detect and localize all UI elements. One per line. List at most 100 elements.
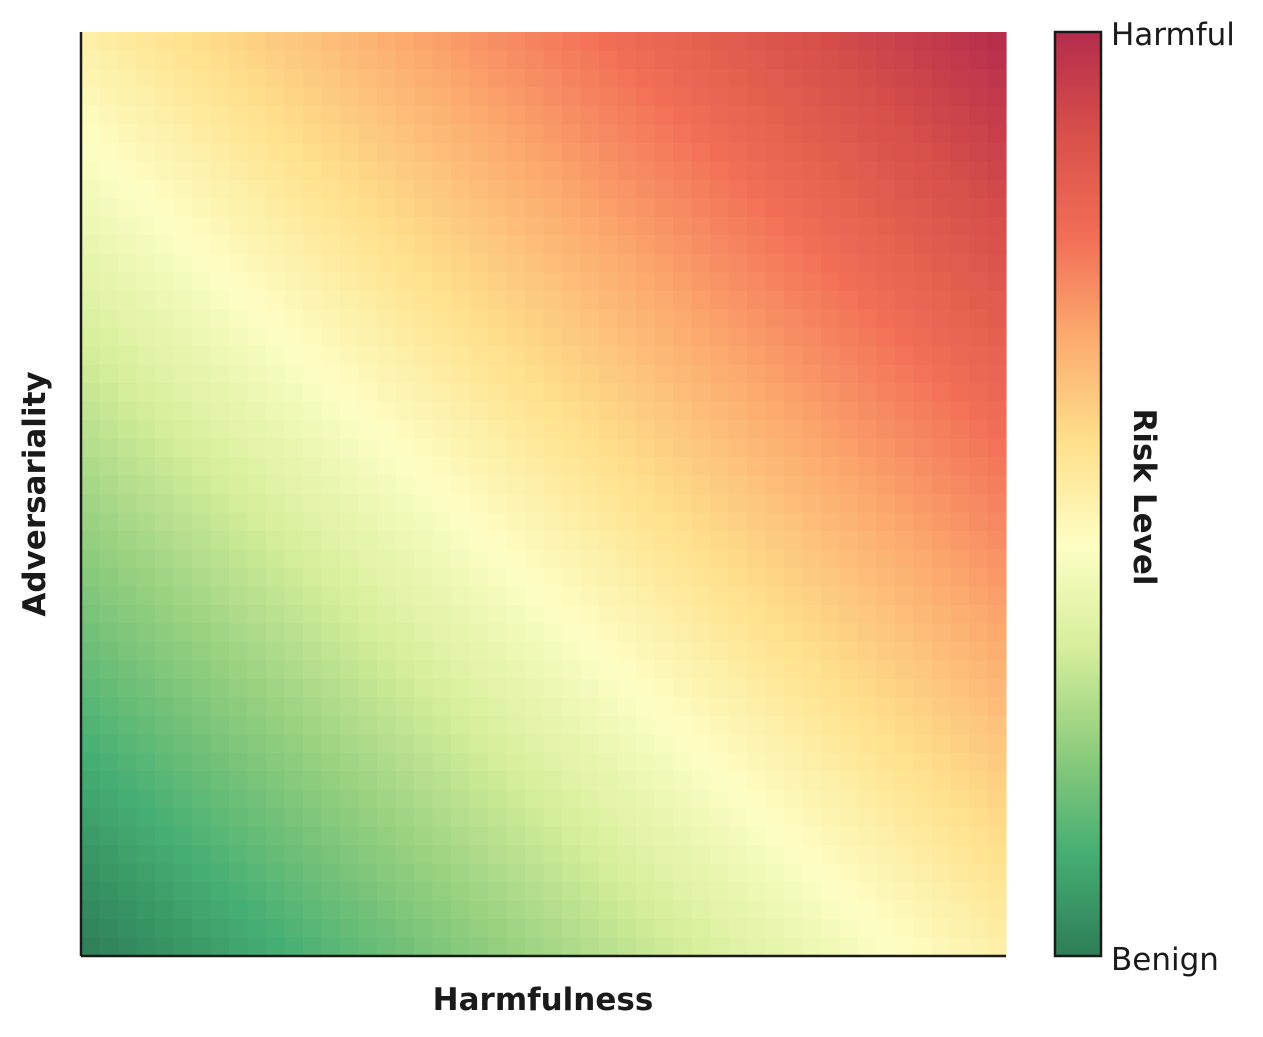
heatmap-cell <box>802 937 822 957</box>
heatmap-cell <box>81 68 101 89</box>
heatmap-cell <box>784 327 804 347</box>
heatmap-cell <box>192 179 212 199</box>
heatmap-cell <box>673 567 693 587</box>
heatmap-cell <box>710 530 730 551</box>
heatmap-cell <box>543 346 563 366</box>
heatmap-cell <box>710 253 730 273</box>
heatmap-cell <box>284 142 304 162</box>
heatmap-cell <box>395 364 415 384</box>
heatmap-cell <box>377 919 397 939</box>
heatmap-cell <box>784 715 804 735</box>
heatmap-cell <box>229 457 249 477</box>
heatmap-cell <box>432 604 452 624</box>
heatmap-cell <box>469 919 489 939</box>
heatmap-cell <box>488 752 508 772</box>
heatmap-cell <box>876 697 896 717</box>
heatmap-cell <box>895 808 915 828</box>
heatmap-cell <box>136 826 156 846</box>
heatmap-cell <box>562 253 582 273</box>
heatmap-cell <box>636 512 656 532</box>
heatmap-cell <box>636 734 656 754</box>
heatmap-cell <box>636 494 656 514</box>
heatmap-cell <box>543 290 563 310</box>
heatmap-cell <box>210 900 230 920</box>
heatmap-cell <box>136 623 156 643</box>
heatmap-cell <box>543 50 563 70</box>
heatmap-cell <box>932 179 952 199</box>
heatmap-cell <box>691 900 711 920</box>
heatmap-cell <box>525 567 545 587</box>
heatmap-cell <box>839 68 859 89</box>
heatmap-cell <box>414 660 434 680</box>
heatmap-cell <box>691 660 711 680</box>
heatmap-cell <box>229 771 249 791</box>
heatmap-cell <box>950 179 970 199</box>
heatmap-cell <box>506 32 526 52</box>
heatmap-cell <box>858 346 878 366</box>
heatmap-cell <box>895 900 915 920</box>
heatmap-cell <box>340 549 360 569</box>
heatmap-cell <box>784 586 804 606</box>
heatmap-cell <box>451 937 471 957</box>
heatmap-cell <box>229 604 249 624</box>
heatmap-cell <box>210 549 230 569</box>
heatmap-cell <box>506 253 526 273</box>
heatmap-cell <box>691 697 711 717</box>
heatmap-cell <box>617 198 637 218</box>
heatmap-cell <box>839 494 859 514</box>
heatmap-cell <box>617 494 637 514</box>
heatmap-cell <box>876 161 896 181</box>
heatmap-cell <box>599 900 619 920</box>
heatmap-cell <box>562 549 582 569</box>
heatmap-cell <box>617 530 637 551</box>
heatmap-cell <box>99 586 119 606</box>
heatmap-cell <box>432 678 452 698</box>
heatmap-cell <box>506 475 526 495</box>
heatmap-cell <box>950 789 970 809</box>
heatmap-cell <box>580 87 600 107</box>
heatmap-cell <box>617 678 637 698</box>
heatmap-cell <box>728 771 748 791</box>
heatmap-cell <box>266 789 286 809</box>
heatmap-cell <box>81 346 101 366</box>
heatmap-cell <box>599 87 619 107</box>
heatmap-cell <box>358 549 378 569</box>
heatmap-cell <box>821 808 841 828</box>
heatmap-cell <box>192 235 212 255</box>
heatmap-cell <box>895 494 915 514</box>
heatmap-cell <box>821 660 841 680</box>
heatmap-cell <box>358 68 378 89</box>
heatmap-cell <box>876 937 896 957</box>
heatmap-cell <box>710 50 730 70</box>
heatmap-cell <box>377 475 397 495</box>
heatmap-cell <box>155 346 175 366</box>
heatmap-cell <box>303 32 323 52</box>
heatmap-cell <box>913 142 933 162</box>
heatmap-cell <box>173 660 193 680</box>
heatmap-cell <box>136 327 156 347</box>
heatmap-cell <box>506 678 526 698</box>
heatmap-cell <box>747 937 767 957</box>
heatmap-cell <box>876 623 896 643</box>
heatmap-cell <box>580 105 600 125</box>
heatmap-cell <box>377 937 397 957</box>
heatmap-cell <box>210 401 230 421</box>
heatmap-cell <box>895 623 915 643</box>
heatmap-cell <box>858 937 878 957</box>
heatmap-cell <box>118 475 138 495</box>
heatmap-cell <box>136 420 156 440</box>
heatmap-cell <box>784 789 804 809</box>
heatmap-cell <box>229 309 249 329</box>
heatmap-cell <box>432 272 452 292</box>
heatmap-cell <box>525 845 545 865</box>
heatmap-cell <box>543 253 563 273</box>
heatmap-cell <box>488 567 508 587</box>
heatmap-cell <box>987 32 1007 52</box>
heatmap-cell <box>876 105 896 125</box>
heatmap-cell <box>414 845 434 865</box>
heatmap-cell <box>728 272 748 292</box>
heatmap-cell <box>969 641 989 661</box>
heatmap-cell <box>525 586 545 606</box>
heatmap-cell <box>728 567 748 587</box>
heatmap-cell <box>525 364 545 384</box>
